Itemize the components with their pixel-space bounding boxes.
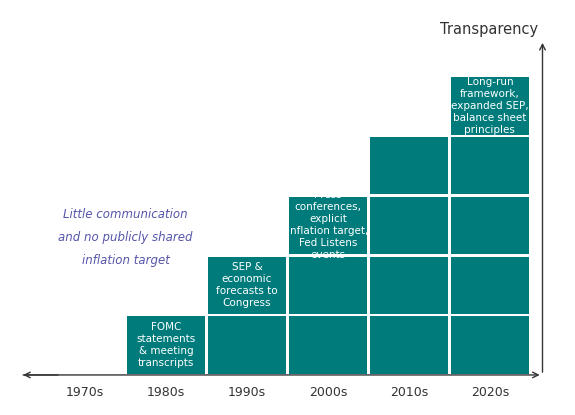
- Bar: [451, 316, 529, 374]
- Text: 2010s: 2010s: [390, 386, 428, 399]
- Text: and no publicly shared: and no publicly shared: [58, 231, 193, 244]
- Text: Little communication: Little communication: [63, 208, 188, 221]
- Text: SEP &
economic
forecasts to
Congress: SEP & economic forecasts to Congress: [216, 262, 278, 308]
- Bar: [370, 137, 448, 194]
- Text: Long-run
framework,
expanded SEP,
balance sheet
principles: Long-run framework, expanded SEP, balanc…: [451, 77, 528, 135]
- Bar: [370, 197, 448, 254]
- Bar: [370, 256, 448, 314]
- Text: Transparency: Transparency: [440, 22, 538, 37]
- Text: 1970s: 1970s: [66, 386, 104, 399]
- Bar: [289, 197, 367, 254]
- Bar: [208, 316, 286, 374]
- Bar: [451, 256, 529, 314]
- Bar: [451, 137, 529, 194]
- Text: 2020s: 2020s: [471, 386, 509, 399]
- Bar: [370, 316, 448, 374]
- Bar: [208, 256, 286, 314]
- Bar: [451, 77, 529, 134]
- Bar: [127, 316, 205, 374]
- Text: inflation target: inflation target: [82, 254, 170, 266]
- Text: Press
conferences,
explicit
inflation target,
Fed Listens
events: Press conferences, explicit inflation ta…: [288, 190, 369, 261]
- Text: FOMC
statements
& meeting
transcripts: FOMC statements & meeting transcripts: [136, 322, 196, 368]
- Bar: [451, 197, 529, 254]
- Bar: [289, 316, 367, 374]
- Text: 1990s: 1990s: [228, 386, 266, 399]
- Bar: [289, 256, 367, 314]
- Text: 1980s: 1980s: [147, 386, 185, 399]
- Text: 2000s: 2000s: [309, 386, 347, 399]
